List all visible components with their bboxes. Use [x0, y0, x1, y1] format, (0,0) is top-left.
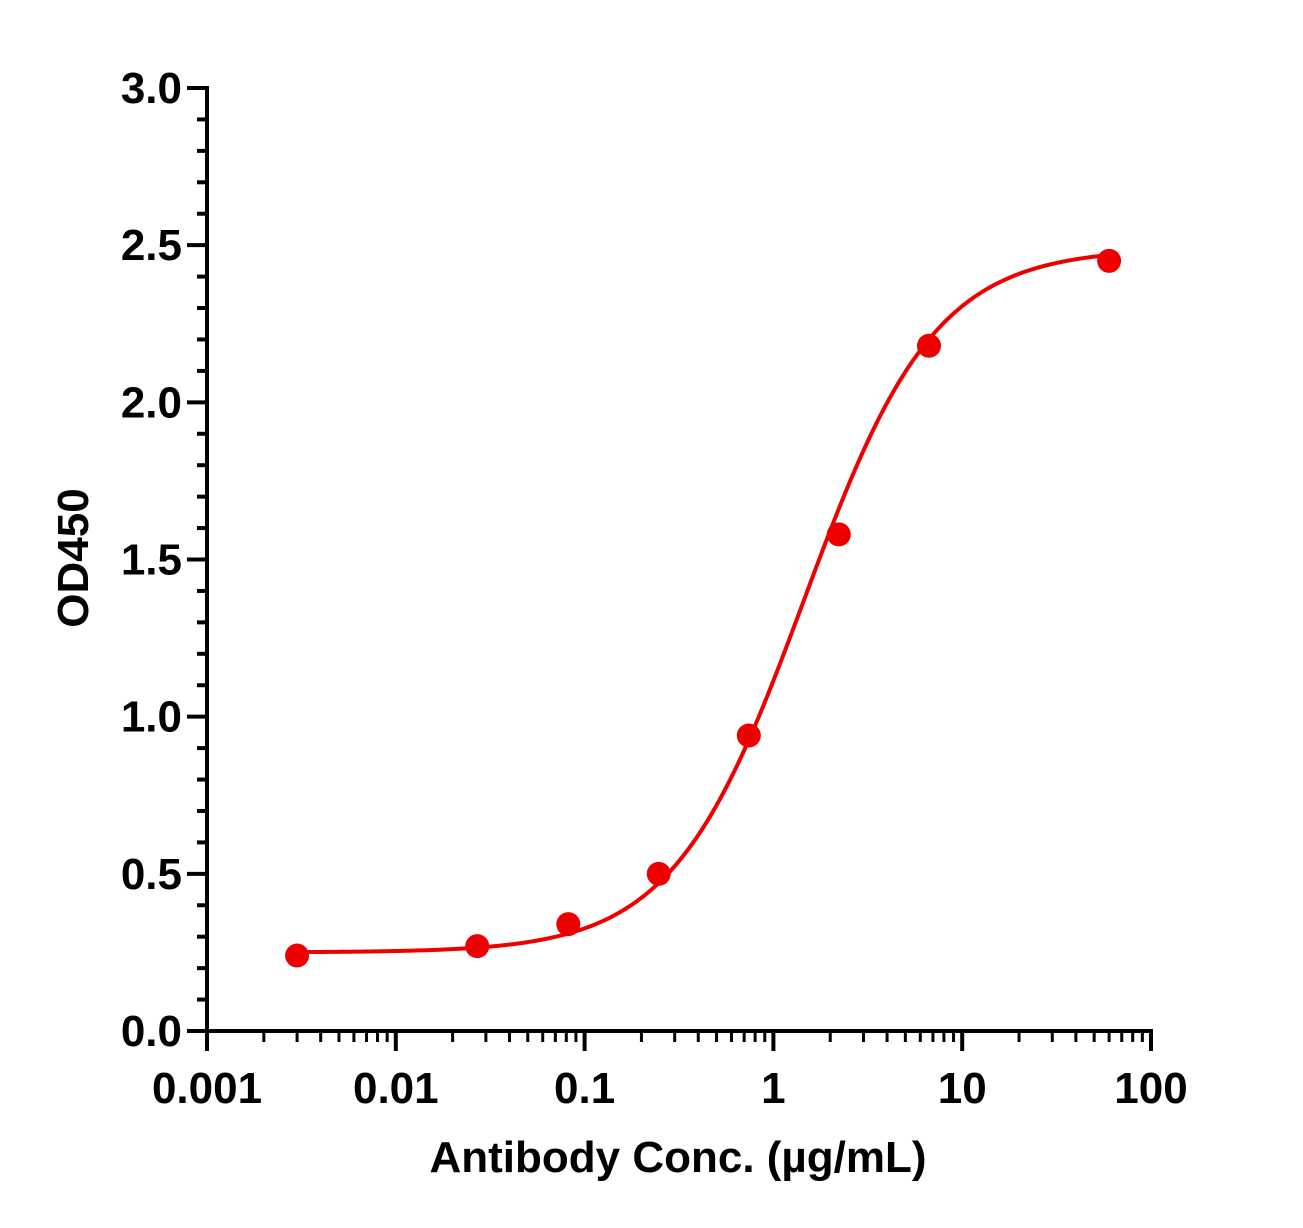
y-tick-labels: 0.0 0.5 1.0 1.5 2.0 2.5 3.0	[121, 64, 182, 1056]
axes	[205, 86, 1153, 1033]
x-tick-label: 100	[1114, 1064, 1187, 1113]
x-tick-label: 0.1	[554, 1064, 615, 1113]
x-axis-title: Antibody Conc. (µg/mL)	[429, 1133, 926, 1182]
data-point	[826, 522, 851, 547]
y-axis-title: OD450	[49, 488, 98, 627]
y-tick-label: 3.0	[121, 64, 182, 113]
data-points	[285, 248, 1122, 968]
x-tick-labels: 0.001 0.01 0.1 1 10 100	[152, 1064, 1188, 1113]
data-point	[646, 861, 671, 886]
x-ticks	[205, 1031, 1153, 1051]
data-point	[736, 723, 761, 748]
data-point	[916, 333, 941, 358]
y-tick-label: 0.0	[121, 1007, 182, 1056]
y-ticks	[187, 86, 207, 1033]
data-point	[285, 943, 310, 968]
x-tick-label: 1	[761, 1064, 785, 1113]
fit-curve	[297, 252, 1110, 955]
x-tick-label: 10	[938, 1064, 987, 1113]
data-point	[1097, 248, 1122, 273]
y-tick-label: 1.5	[121, 536, 182, 585]
x-tick-label: 0.001	[152, 1064, 262, 1113]
y-tick-label: 2.5	[121, 221, 182, 270]
y-tick-label: 1.0	[121, 693, 182, 742]
x-tick-label: 0.01	[353, 1064, 439, 1113]
data-point	[465, 934, 490, 959]
y-tick-label: 0.5	[121, 850, 182, 899]
data-point	[556, 912, 581, 937]
y-tick-label: 2.0	[121, 378, 182, 427]
